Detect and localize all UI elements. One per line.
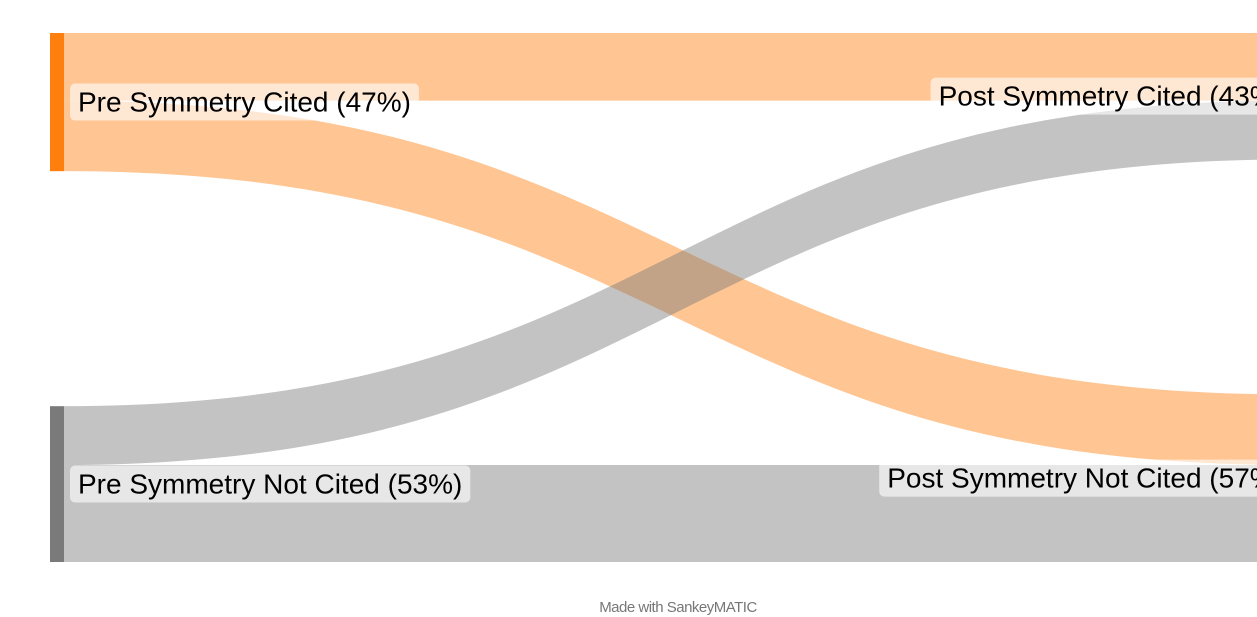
labels: Pre Symmetry Cited (47%) Pre Symmetry Not… [70,77,1257,503]
flow [64,101,1257,465]
node [50,33,64,172]
label-background [70,83,419,121]
node-label: Pre Symmetry Cited (47%) [78,86,411,117]
label-background [930,77,1257,115]
label-background [879,459,1257,497]
node [50,406,64,562]
footer: Made with SankeyMATIC [599,599,757,616]
label-background [70,465,471,503]
flow [64,100,1257,465]
node-label: Pre Symmetry Not Cited (53%) [78,468,462,499]
node-label: Post Symmetry Cited (43%) [939,81,1257,112]
nodes [50,33,64,562]
node-label: Post Symmetry Not Cited (57%) [887,463,1257,494]
